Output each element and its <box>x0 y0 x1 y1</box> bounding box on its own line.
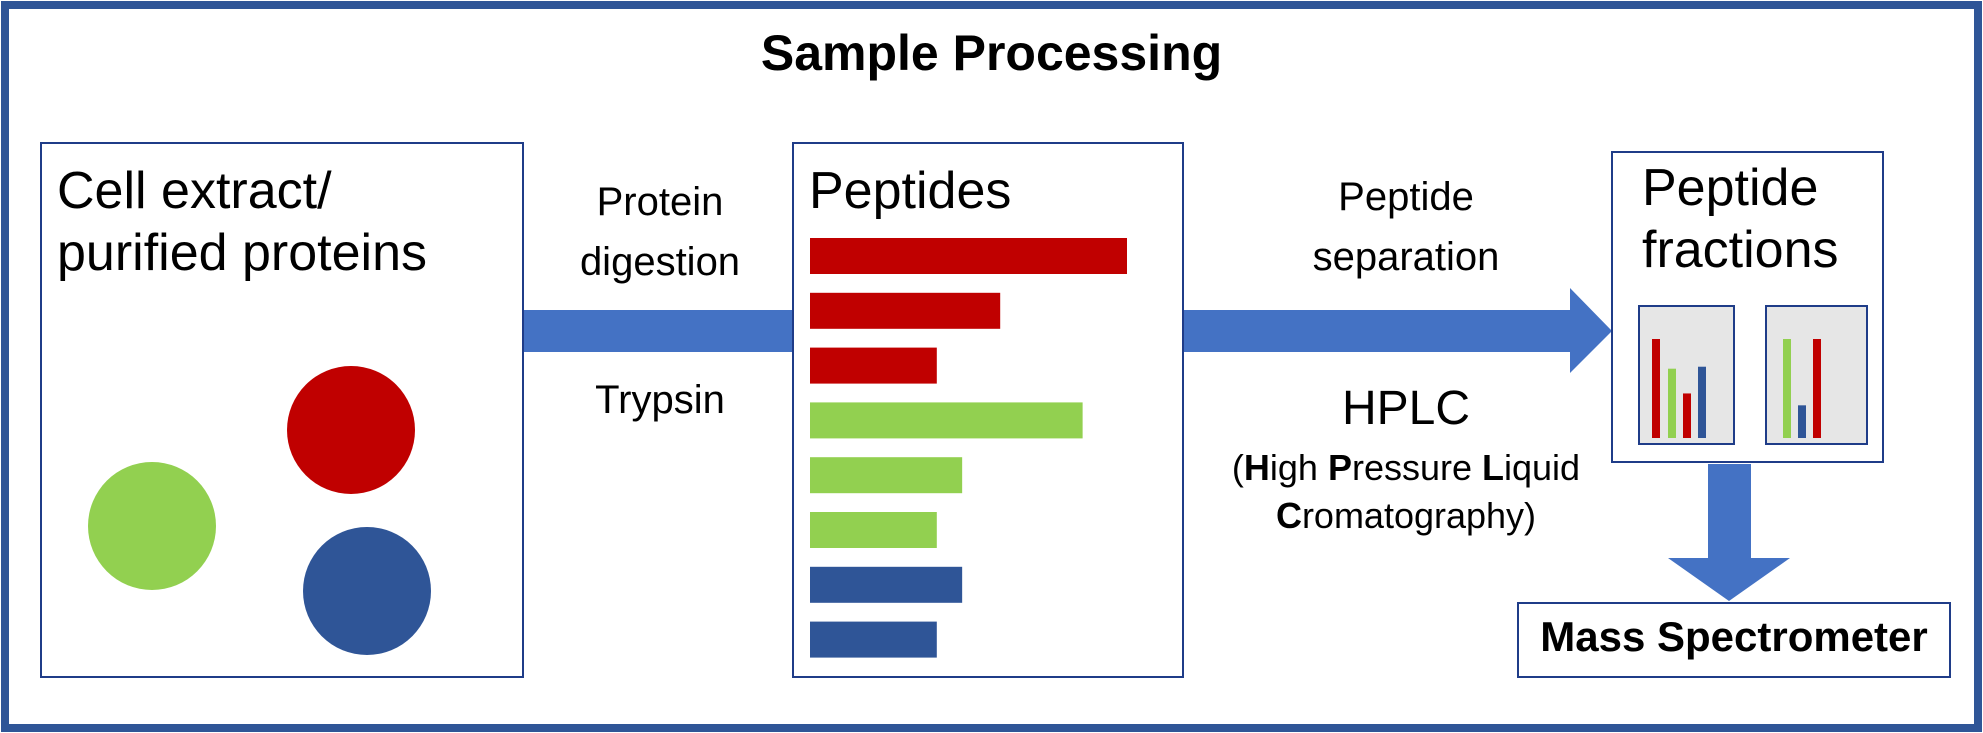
fraction-2-bar-1 <box>1783 339 1791 438</box>
fraction-panels <box>1638 305 1868 445</box>
hplc-paren-open: ( <box>1231 447 1244 488</box>
hplc-label: HPLC <box>1341 382 1471 435</box>
separation-line2: separation <box>1312 235 1500 279</box>
peptides-label: Peptides <box>809 162 1012 220</box>
protein-circles <box>88 366 431 655</box>
diagram-title: Sample Processing <box>760 25 1223 81</box>
peptide-bar-7 <box>810 566 963 603</box>
hplc-word-cromatography: romatography) <box>1301 495 1537 536</box>
peptide-bar-6 <box>810 512 937 548</box>
hplc-letter-p: P <box>1327 447 1352 488</box>
fractions-line2: fractions <box>1642 221 1839 279</box>
peptide-bar-8 <box>810 621 937 658</box>
digestion-line2: digestion <box>579 240 741 284</box>
hplc-letter-h: H <box>1243 447 1270 488</box>
reagent-label: Trypsin <box>595 378 725 422</box>
fraction-2-bar-3 <box>1813 339 1821 438</box>
hplc-expansion-line2: Cromatography) <box>1206 492 1606 540</box>
fractions-label: Peptide fractions <box>1642 157 1839 281</box>
hplc-word-liquid: iquid <box>1504 447 1581 488</box>
hplc-expansion-line1: (High Pressure Liquid <box>1206 444 1606 492</box>
cell-extract-line2: purified proteins <box>57 224 427 282</box>
separation-label: Peptide separation <box>1276 167 1536 287</box>
fraction-1-bar-1 <box>1652 339 1660 438</box>
fraction-2-bar-2 <box>1798 405 1806 438</box>
mass-spec-box <box>1517 602 1951 678</box>
blue-protein-circle <box>303 527 431 655</box>
hplc-letter-c: C <box>1275 495 1302 536</box>
peptide-bar-3 <box>810 347 937 384</box>
fraction-1-bar-3 <box>1683 393 1691 438</box>
green-protein-circle <box>88 462 216 590</box>
hplc-word-high: igh <box>1269 447 1328 488</box>
cell-extract-line1: Cell extract/ <box>57 162 332 220</box>
mass-spec-label: Mass Spectrometer <box>1540 613 1928 660</box>
hplc-letter-l: L <box>1482 447 1505 488</box>
peptide-bar-4 <box>810 402 1083 439</box>
hplc-word-pressure: ressure <box>1351 447 1483 488</box>
fraction-1-bar-4 <box>1698 366 1706 438</box>
cell-extract-box <box>40 142 524 678</box>
fractions-line1: Peptide <box>1642 159 1819 217</box>
separation-arrow <box>1183 288 1612 373</box>
fraction-1-bar-2 <box>1668 368 1676 438</box>
peptide-bars <box>810 238 1127 658</box>
cell-extract-label: Cell extract/ purified proteins <box>57 160 427 284</box>
to-mass-spec-arrow <box>1668 464 1790 601</box>
digestion-arrow <box>522 310 794 352</box>
peptide-bar-2 <box>810 292 1001 329</box>
digestion-line1: Protein <box>596 180 724 224</box>
separation-line1: Peptide <box>1338 175 1474 219</box>
hplc-expansion: (High Pressure Liquid Cromatography) <box>1206 444 1606 540</box>
peptide-bar-5 <box>810 457 963 494</box>
digestion-label: Protein digestion <box>560 172 760 292</box>
peptide-bar-1 <box>810 238 1127 274</box>
red-protein-circle <box>287 366 415 494</box>
